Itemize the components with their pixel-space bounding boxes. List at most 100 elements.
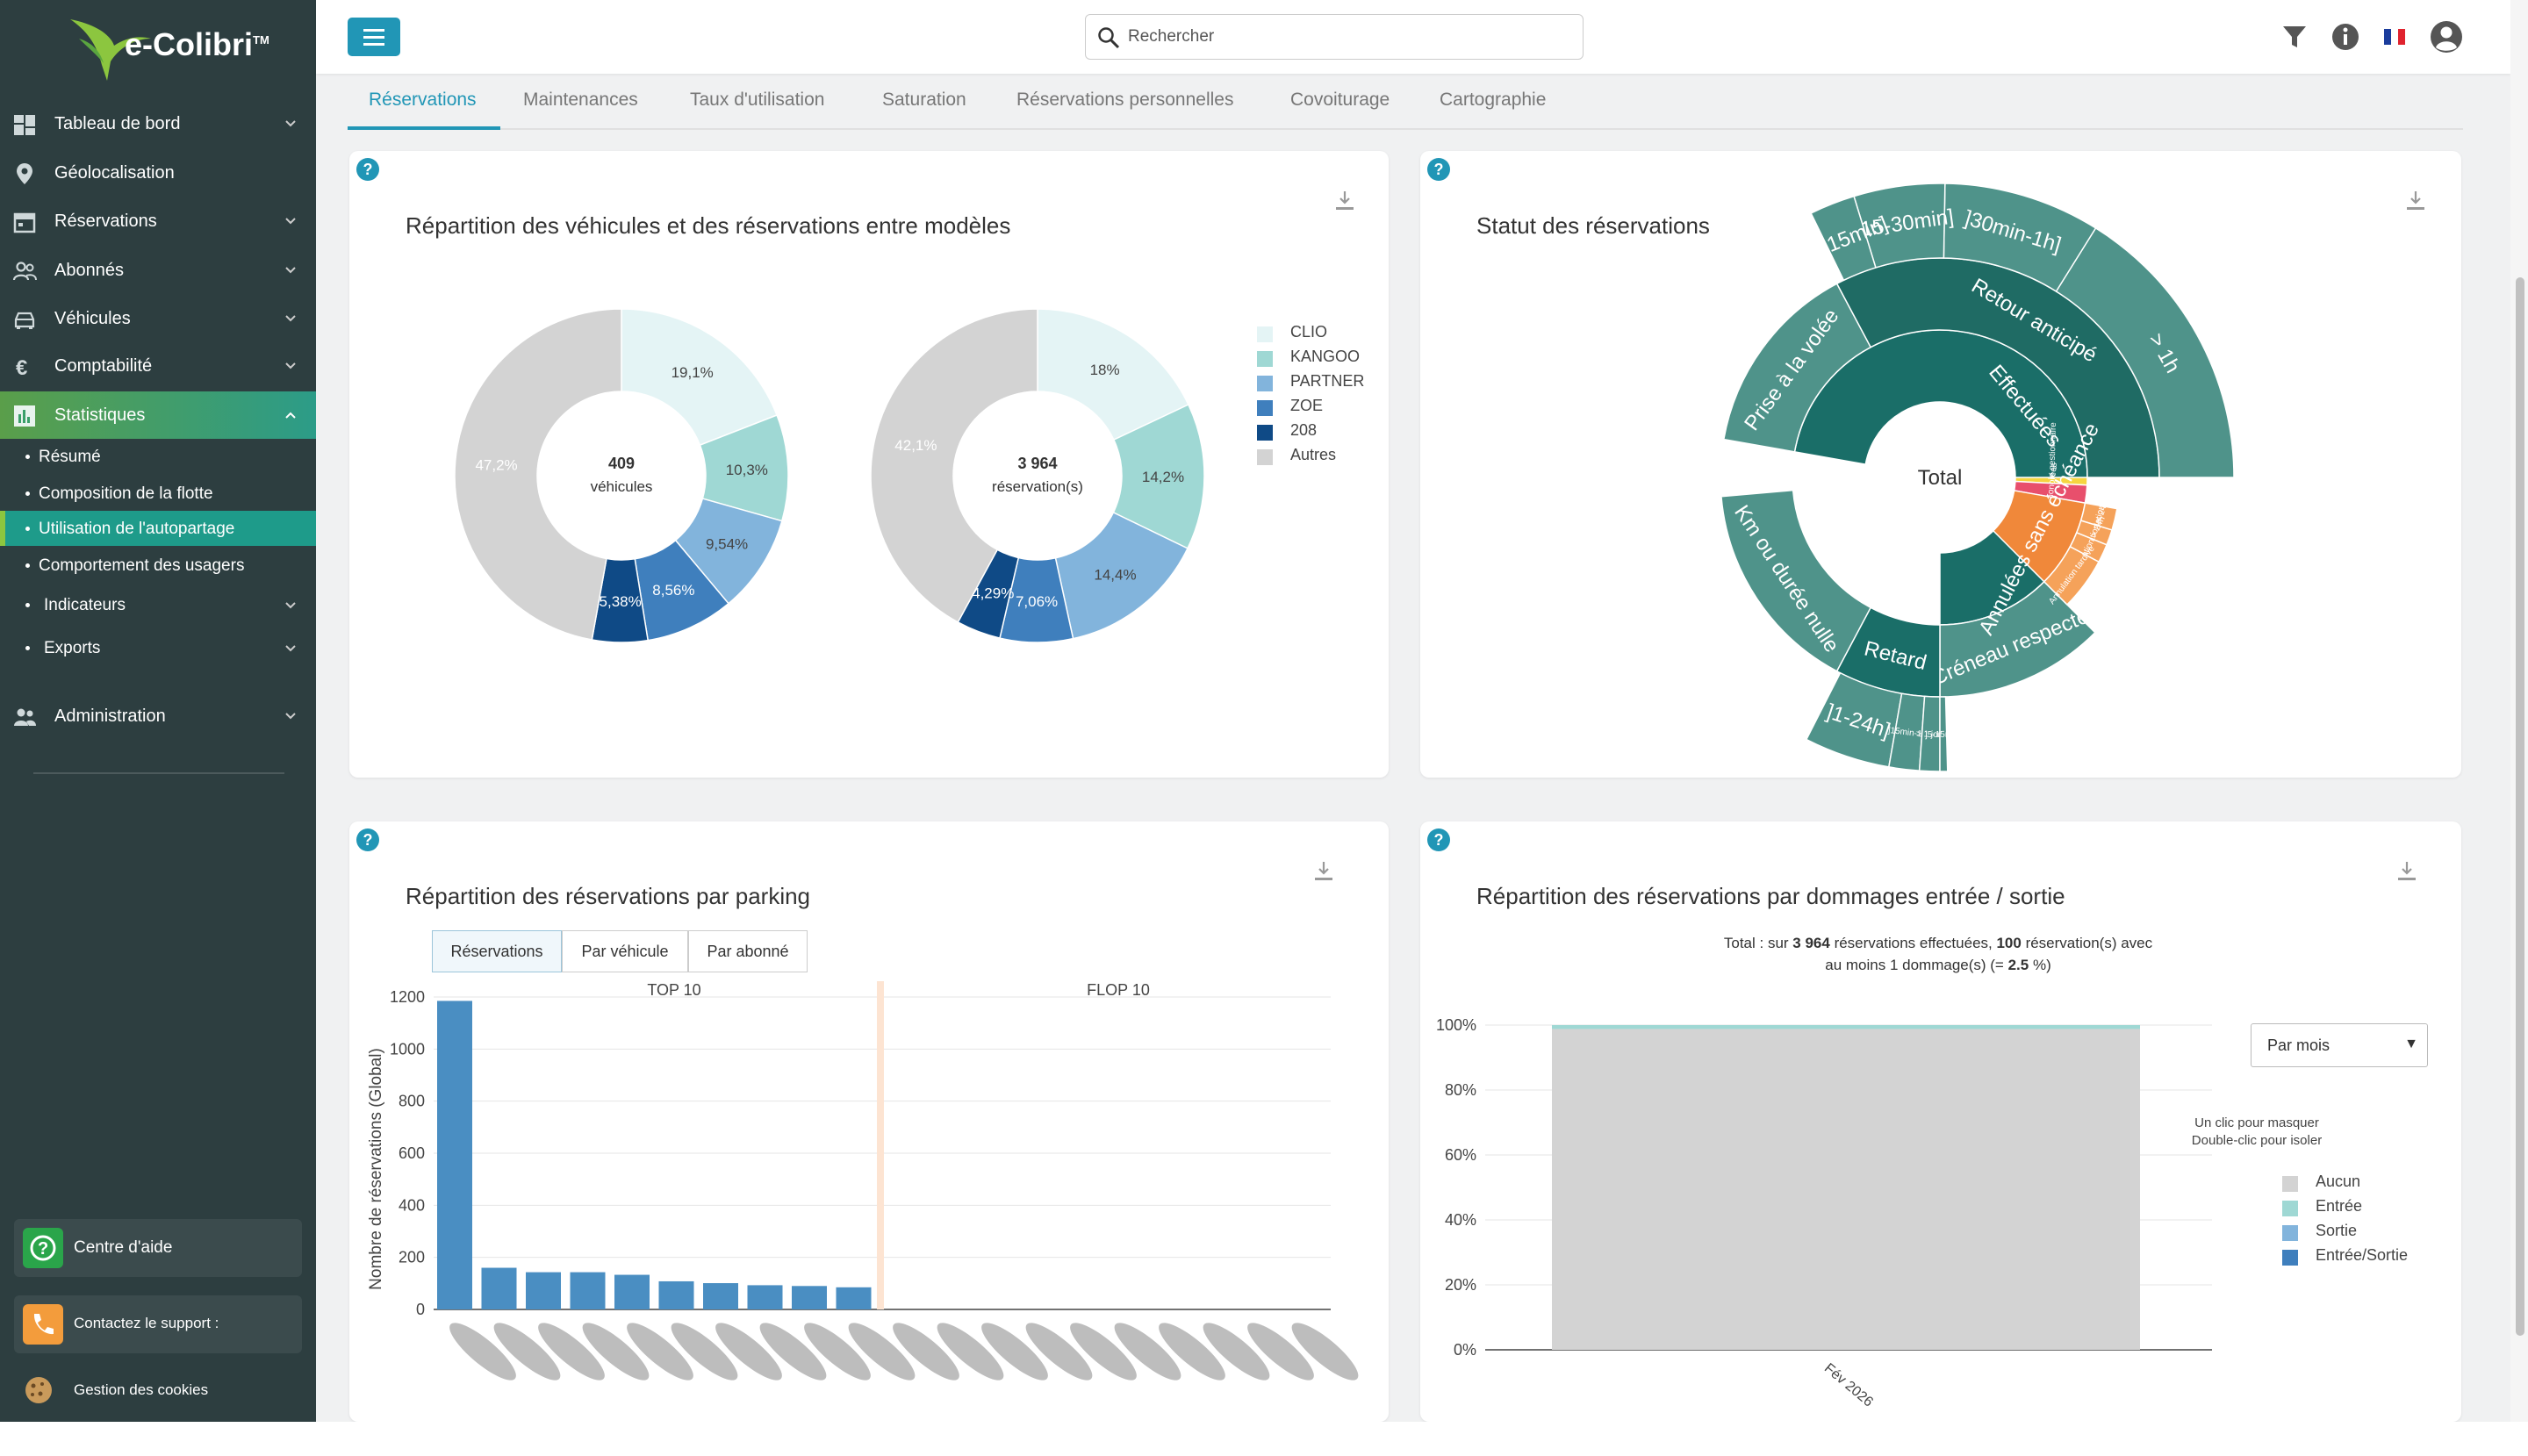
- stacked-bar-1: [1552, 1025, 2140, 1029]
- tab-personal-reservations[interactable]: Réservations personnelles: [1016, 90, 1234, 110]
- search-input[interactable]: Rechercher: [1085, 14, 1584, 60]
- filter-icon[interactable]: [2279, 21, 2310, 53]
- tab-saturation[interactable]: Saturation: [882, 90, 966, 110]
- segment-reservations-button[interactable]: Réservations: [432, 930, 562, 972]
- help-question-icon[interactable]: ?: [356, 828, 379, 851]
- y-tick-label: 800: [399, 1093, 425, 1110]
- legend-label: Aucun: [2316, 1173, 2361, 1190]
- cookie-settings-link[interactable]: Gestion des cookies: [14, 1369, 302, 1413]
- help-question-icon[interactable]: ?: [1427, 828, 1450, 851]
- sidebar-subitem-label: Résumé: [39, 448, 101, 466]
- donut-charts: 19,1% 10,3% 9,54% 8,56% 5,38% 47,2% 409 véhicul…: [454, 308, 1205, 643]
- sidebar-subitem-label: Comportement des usagers: [39, 556, 245, 575]
- segment-per-vehicle-button[interactable]: Par véhicule: [562, 930, 688, 972]
- y-tick-label: 20%: [1445, 1276, 1476, 1294]
- x-tick-label: [493, 1323, 561, 1381]
- download-icon[interactable]: [2396, 860, 2417, 883]
- download-icon[interactable]: [1334, 190, 1355, 212]
- user-account-icon[interactable]: [2428, 18, 2465, 55]
- legend-swatch: [2282, 1225, 2298, 1241]
- period-select-value: Par mois: [2267, 1036, 2330, 1054]
- y-tick-label: 1000: [390, 1040, 425, 1058]
- tab-usage-rate[interactable]: Taux d'utilisation: [690, 90, 825, 110]
- chevron-down-icon: [285, 362, 296, 369]
- y-tick-label: 0%: [1454, 1341, 1476, 1359]
- slice-label: 42,1%: [894, 437, 937, 454]
- bar: [747, 1285, 783, 1309]
- y-tick-label: 80%: [1445, 1081, 1476, 1099]
- tab-reservations[interactable]: Réservations: [369, 90, 477, 110]
- legend-swatch: [1257, 376, 1273, 391]
- phone-icon: [23, 1304, 63, 1345]
- chevron-down-icon: [285, 645, 296, 652]
- sidebar-subitem-label: Indicateurs: [44, 596, 126, 614]
- legend-label: Entrée: [2316, 1197, 2363, 1215]
- sidebar-subitem-behavior[interactable]: Comportement des usagers: [0, 548, 316, 583]
- x-tick-label: [1247, 1323, 1314, 1381]
- sidebar-item-accounting[interactable]: € Comptabilité: [0, 342, 316, 390]
- sidebar-item-geolocation[interactable]: Géolocalisation: [0, 149, 316, 197]
- sunburst-gt1d-label: > 1 jour: [1916, 729, 1947, 740]
- x-tick-label: [1114, 1323, 1181, 1381]
- sidebar-subitem-fleet[interactable]: Composition de la flotte: [0, 476, 316, 511]
- tab-maintenances[interactable]: Maintenances: [523, 90, 638, 110]
- donut-slice: [870, 308, 1038, 623]
- legend-label: PARTNER: [1290, 372, 1365, 390]
- map-pin-icon: [17, 163, 32, 184]
- legend-swatch: [1257, 400, 1273, 416]
- chevron-up-icon: [285, 412, 296, 419]
- legend-label: CLIO: [1290, 323, 1328, 341]
- help-question-icon[interactable]: ?: [1427, 158, 1450, 181]
- reservation-status-card: ? Statut des réservations Effectuées Reto…: [1420, 151, 2461, 778]
- bar: [526, 1272, 561, 1309]
- help-center-button[interactable]: ? Centre d'aide: [14, 1219, 302, 1277]
- period-select[interactable]: Par mois ▼: [2251, 1023, 2428, 1067]
- donut-center-label: réservation(s): [992, 478, 1083, 495]
- users-admin-icon: [14, 708, 36, 726]
- sidebar-item-reservations[interactable]: Réservations: [0, 197, 316, 245]
- sidebar-item-administration[interactable]: Administration: [0, 692, 316, 740]
- tab-carpooling[interactable]: Covoiturage: [1290, 90, 1390, 110]
- x-tick-label: [671, 1323, 738, 1381]
- sidebar-divider: [33, 772, 284, 774]
- models-distribution-card: ? Répartition des véhicules et des réser…: [349, 151, 1389, 778]
- menu-toggle-button[interactable]: [348, 18, 400, 56]
- sidebar-subitem-indicators[interactable]: Indicateurs: [0, 587, 316, 622]
- scrollbar-thumb[interactable]: [2516, 277, 2524, 1336]
- cookie-settings-label: Gestion des cookies: [74, 1381, 209, 1398]
- chevron-down-icon: [285, 315, 296, 322]
- tab-mapping[interactable]: Cartographie: [1440, 90, 1547, 110]
- segment-per-subscriber-button[interactable]: Par abonné: [688, 930, 808, 972]
- x-tick-label: [1025, 1323, 1093, 1381]
- legend-swatch: [2282, 1201, 2298, 1216]
- help-question-icon[interactable]: ?: [356, 158, 379, 181]
- support-label: Contactez le support :: [74, 1315, 219, 1331]
- sidebar-subitem-exports[interactable]: Exports: [0, 630, 316, 665]
- chart-title: Répartition des réservations par parking: [406, 883, 811, 909]
- sidebar-item-statistics[interactable]: Statistiques: [0, 391, 316, 439]
- chevron-down-icon: [285, 120, 296, 127]
- y-tick-label: 60%: [1445, 1146, 1476, 1164]
- search-icon: [1098, 27, 1120, 49]
- info-icon[interactable]: [2330, 21, 2361, 53]
- sidebar-item-dashboard[interactable]: Tableau de bord: [0, 100, 316, 147]
- help-center-label: Centre d'aide: [74, 1238, 173, 1257]
- sunburst-5-15: [1810, 195, 1877, 282]
- download-icon[interactable]: [2405, 190, 2426, 212]
- slice-label: 14,2%: [1142, 469, 1184, 485]
- sidebar-item-subscribers[interactable]: Abonnés: [0, 247, 316, 294]
- donut-center-value: 3 964: [1017, 455, 1057, 472]
- cookie-icon: [25, 1377, 52, 1403]
- sunburst-5-15b-label: ]5-15min]: [1925, 730, 1962, 741]
- contact-support-button[interactable]: Contactez le support :: [14, 1295, 302, 1353]
- sidebar-subitem-summary[interactable]: Résumé: [0, 439, 316, 474]
- french-flag-icon[interactable]: [2379, 21, 2410, 53]
- chart-title: Répartition des véhicules et des réserva…: [406, 212, 1011, 239]
- sidebar-item-vehicles[interactable]: Véhicules: [0, 295, 316, 342]
- bar: [481, 1267, 517, 1309]
- tab-bar: Réservations Maintenances Taux d'utilisa…: [348, 74, 2463, 130]
- x-tick-label: [538, 1323, 605, 1381]
- download-icon[interactable]: [1313, 860, 1334, 883]
- sidebar-subitem-usage[interactable]: Utilisation de l'autopartage: [0, 511, 316, 546]
